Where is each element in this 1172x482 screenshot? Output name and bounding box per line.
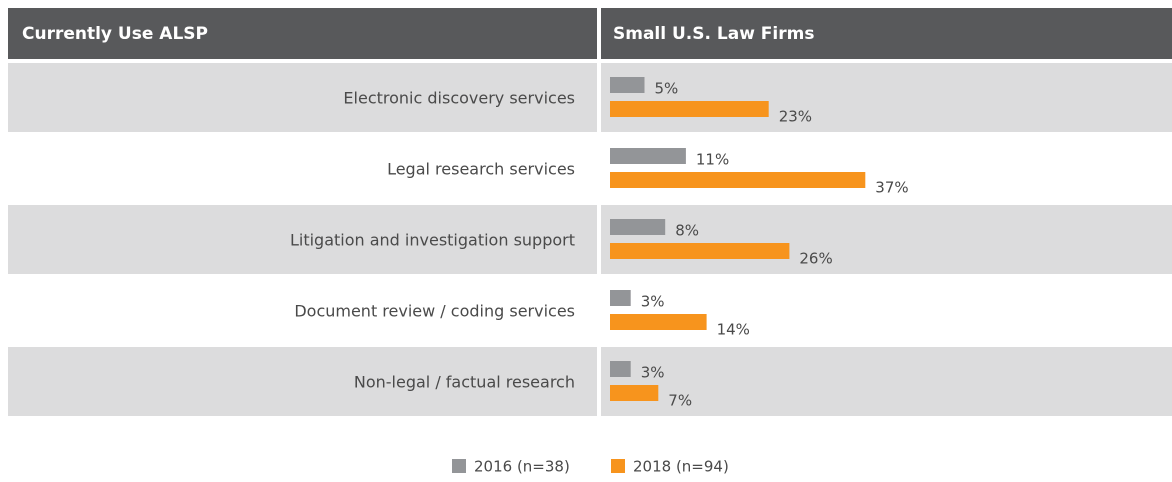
value-label: 3% bbox=[641, 364, 665, 382]
bar bbox=[610, 361, 631, 377]
row-band bbox=[8, 63, 597, 132]
value-label: 8% bbox=[675, 222, 699, 240]
header-cell bbox=[8, 8, 597, 59]
header-cell bbox=[601, 8, 1172, 59]
bar bbox=[610, 314, 707, 330]
legend-label: 2018 (n=94) bbox=[633, 458, 729, 476]
row-band bbox=[601, 205, 1172, 274]
category-label: Non-legal / factual research bbox=[354, 373, 575, 392]
legend-swatch bbox=[611, 459, 625, 473]
category-label: Litigation and investigation support bbox=[290, 231, 575, 250]
category-label: Electronic discovery services bbox=[343, 89, 575, 108]
row-band bbox=[8, 347, 597, 416]
bar bbox=[610, 77, 645, 93]
category-label: Legal research services bbox=[387, 160, 575, 179]
value-label: 14% bbox=[717, 321, 750, 339]
value-label: 23% bbox=[779, 108, 812, 126]
row-band bbox=[8, 205, 597, 274]
value-label: 5% bbox=[655, 80, 679, 98]
legend-label: 2016 (n=38) bbox=[474, 458, 570, 476]
value-label: 37% bbox=[875, 179, 908, 197]
bar bbox=[610, 290, 631, 306]
chart-title: Small U.S. Law Firms bbox=[613, 24, 814, 44]
row-header: Currently Use ALSP bbox=[22, 24, 208, 44]
category-label: Document review / coding services bbox=[294, 302, 575, 321]
value-label: 7% bbox=[668, 392, 692, 410]
bar bbox=[610, 243, 790, 259]
value-label: 3% bbox=[641, 293, 665, 311]
bar bbox=[610, 219, 666, 235]
value-label: 26% bbox=[799, 250, 832, 268]
bar bbox=[610, 385, 659, 401]
bar bbox=[610, 148, 686, 164]
row-band bbox=[601, 63, 1172, 132]
bar bbox=[610, 172, 866, 188]
legend-swatch bbox=[452, 459, 466, 473]
value-label: 11% bbox=[696, 151, 729, 169]
bar bbox=[610, 101, 769, 117]
row-band bbox=[601, 347, 1172, 416]
